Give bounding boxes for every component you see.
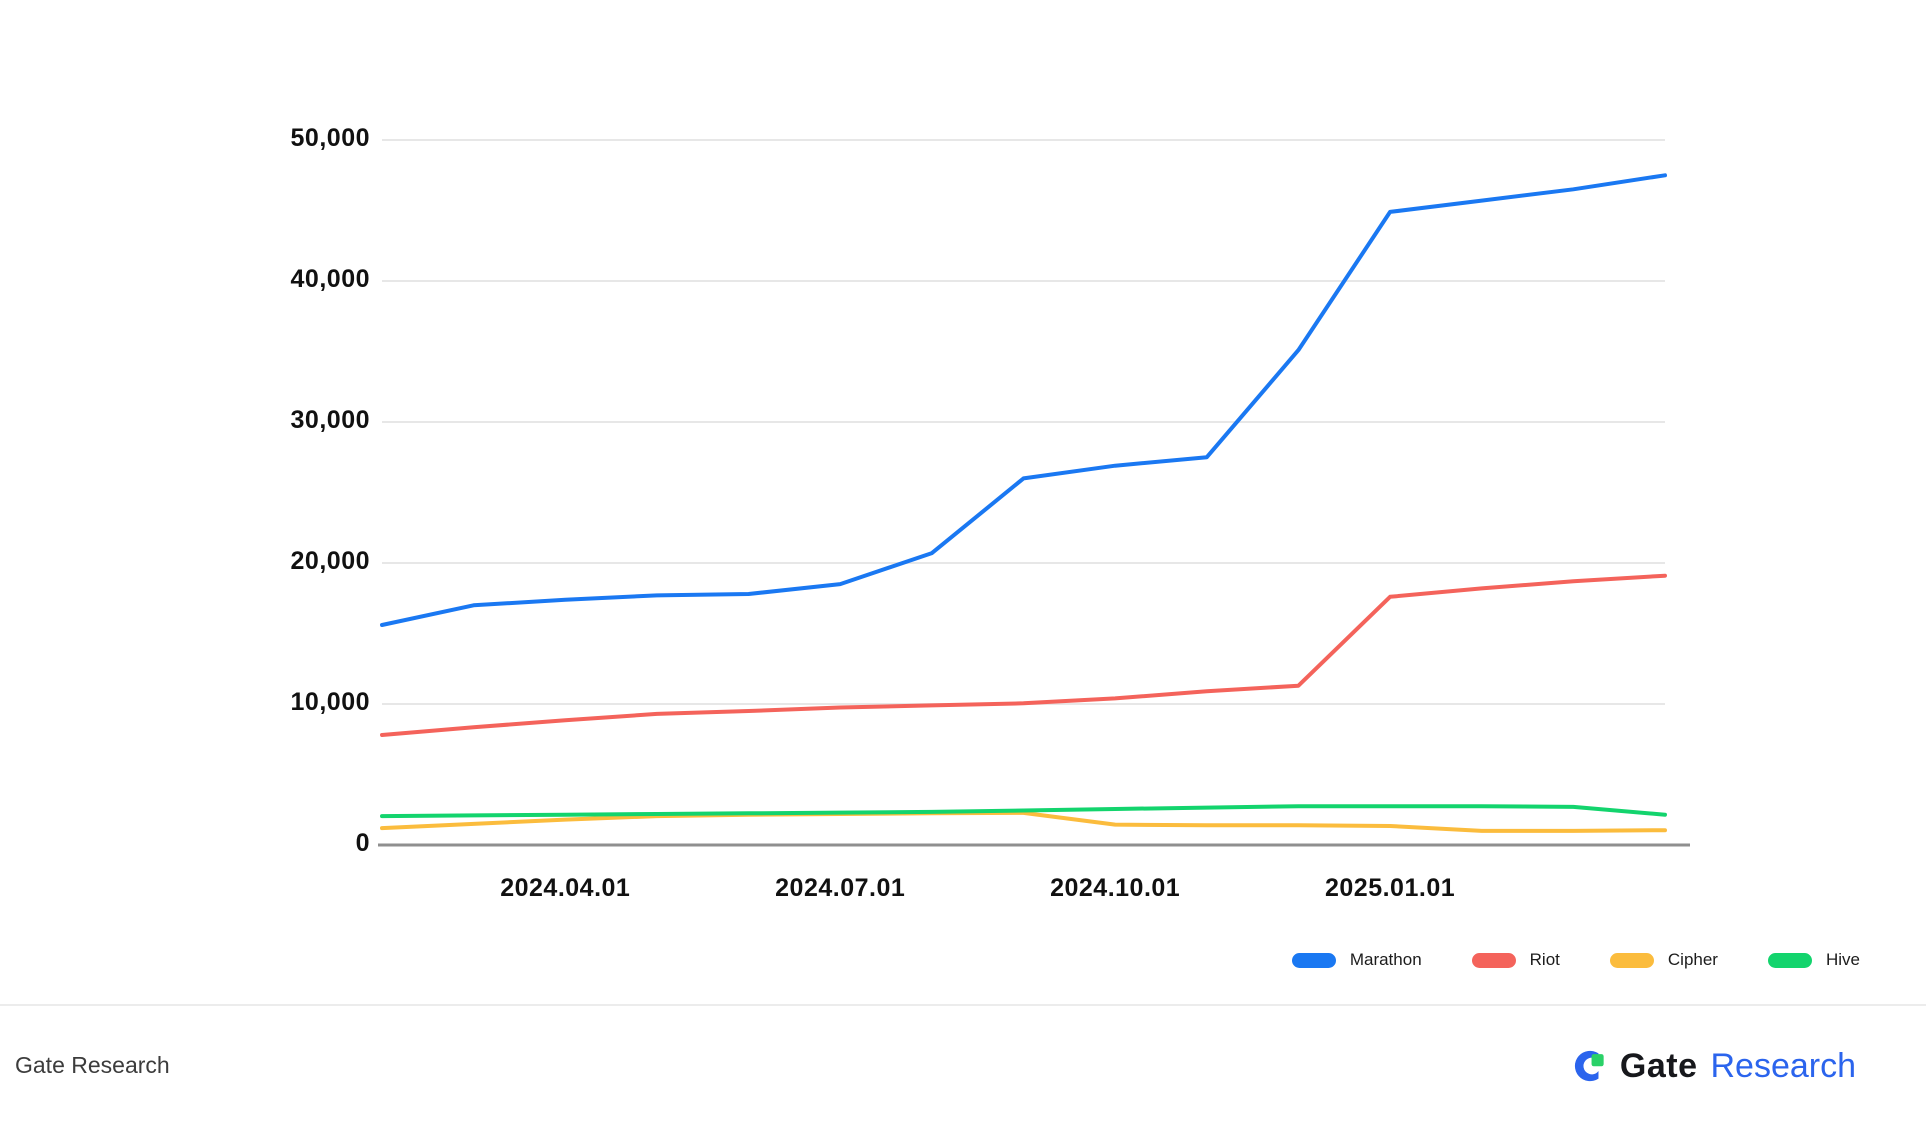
series-line-marathon — [380, 173, 1667, 627]
x-tick-label: 2025.01.01 — [1325, 874, 1456, 902]
legend-swatch-cipher — [1609, 952, 1654, 968]
legend-item-riot[interactable]: Riot — [1471, 950, 1560, 970]
series-line-hive — [380, 804, 1667, 819]
legend-label: Marathon — [1349, 950, 1422, 969]
y-tick-label: 0 — [355, 829, 370, 857]
footer-watermark: Gate Research — [15, 1052, 170, 1078]
legend-item-hive[interactable]: Hive — [1767, 950, 1860, 970]
gate-research-logo: Gate Research — [1569, 1044, 1856, 1088]
legend-item-marathon[interactable]: Marathon — [1291, 950, 1422, 970]
legend-swatch-marathon — [1291, 952, 1336, 968]
logo-brand-text: Gate — [1619, 1046, 1698, 1085]
legend-item-cipher[interactable]: Cipher — [1609, 950, 1718, 970]
series-line-cipher — [380, 810, 1667, 833]
gate-logo-icon — [1574, 1050, 1604, 1082]
y-tick-label: 40,000 — [290, 265, 370, 293]
legend-label: Hive — [1825, 950, 1860, 969]
chart-legend: Marathon Riot Cipher Hive — [1291, 950, 1860, 970]
legend-swatch-riot — [1471, 952, 1516, 968]
y-tick-label: 50,000 — [290, 124, 370, 152]
y-tick-label: 30,000 — [290, 406, 370, 434]
x-tick-label: 2024.04.01 — [500, 874, 631, 902]
x-tick-label: 2024.07.01 — [775, 874, 906, 902]
legend-label: Riot — [1529, 950, 1560, 969]
y-tick-label: 10,000 — [290, 688, 370, 716]
y-tick-label: 20,000 — [290, 547, 370, 575]
x-tick-label: 2024.10.01 — [1050, 874, 1181, 902]
legend-swatch-hive — [1767, 952, 1812, 968]
series-line-riot — [380, 573, 1667, 737]
logo-product-text: Research — [1710, 1046, 1856, 1085]
legend-label: Cipher — [1667, 950, 1718, 969]
footer-divider — [0, 1004, 1926, 1006]
